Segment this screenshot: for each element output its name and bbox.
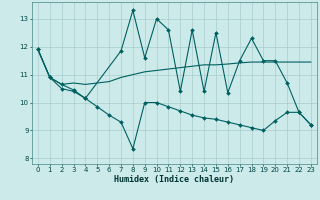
X-axis label: Humidex (Indice chaleur): Humidex (Indice chaleur) [115, 175, 234, 184]
